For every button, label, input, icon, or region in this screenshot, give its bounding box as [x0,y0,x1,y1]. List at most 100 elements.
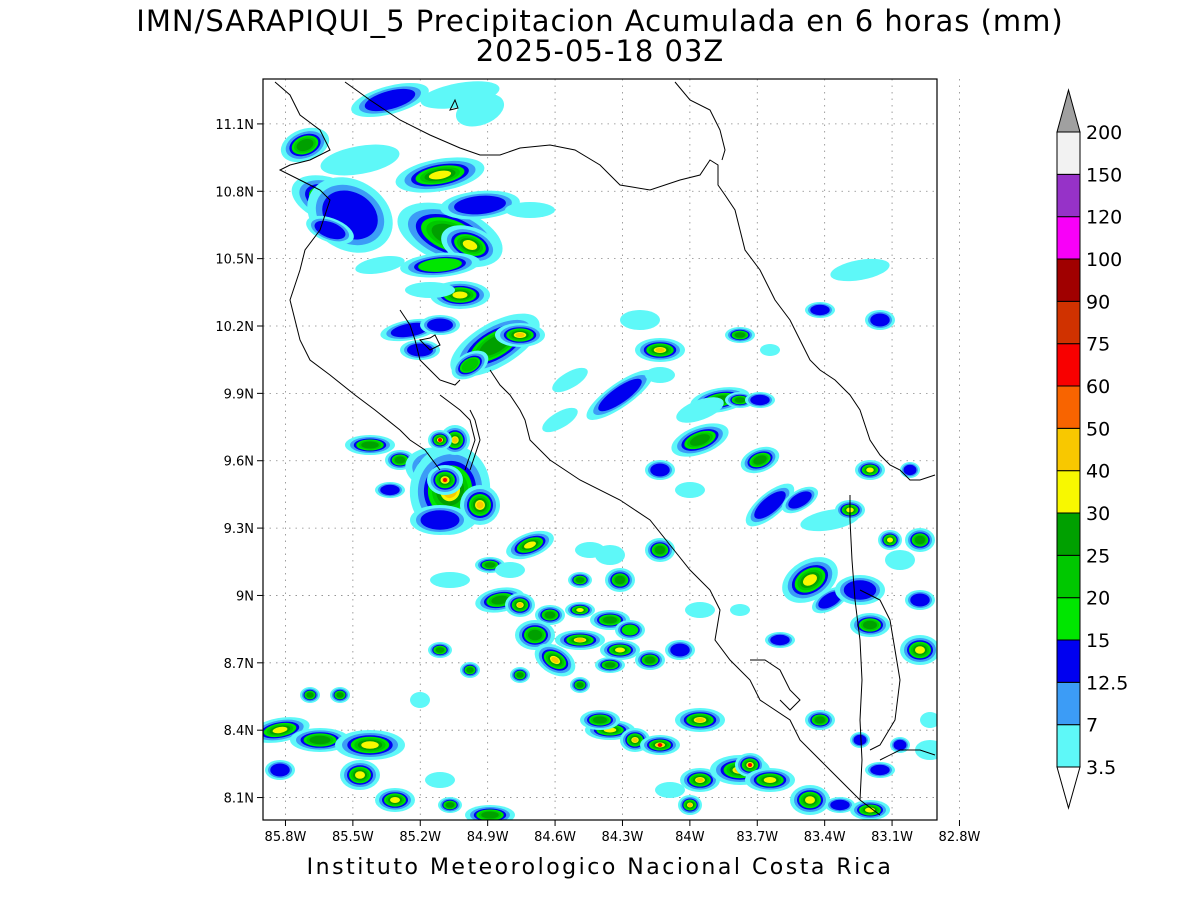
coastline [879,749,936,761]
rain-contour [461,358,479,372]
rain-contour [542,407,578,433]
rain-cell [506,530,554,560]
rain-contour [443,478,447,482]
colorbar-label: 30 [1086,503,1110,525]
colorbar-swatch [1056,131,1081,175]
colorbar-swatch [1056,639,1081,683]
rain-contour [863,620,877,630]
rain-contour [528,629,542,641]
footer-credit: Instituto Meteorologico Nacional Costa R… [306,855,894,880]
colorbar-swatch [1056,681,1081,726]
rain-cell [635,650,665,670]
rain-contour [734,332,746,338]
rain-cell [825,797,855,813]
colorbar-label: 15 [1086,630,1110,652]
colorbar-label: 75 [1086,334,1110,356]
rain-contour [575,638,585,642]
rain-cell [420,315,460,335]
rain-cell [535,605,565,625]
colorbar-label: 100 [1086,249,1122,271]
rain-cell [878,530,902,550]
rain-cell [495,323,545,347]
colorbar-label: 200 [1086,122,1122,144]
rain-cell [900,462,920,478]
rain-cell [595,545,625,565]
rain-cell [675,482,705,498]
rain-contour [515,332,525,338]
rain-contour [505,202,555,218]
rain-contour [495,562,525,578]
colorbar-swatch [1056,427,1081,472]
rain-cell [375,482,405,498]
rain-contour [915,740,937,760]
rain-cell [405,282,455,298]
rain-contour [361,741,379,749]
rain-cell [570,677,590,693]
rain-contour [734,397,746,403]
rain-cell [678,795,702,815]
colorbar-under-arrow [1056,766,1081,810]
rain-contour [910,593,930,607]
coastlines [274,81,936,816]
rain-contour [491,595,509,605]
colorbar-label: 7 [1086,715,1098,737]
lat-tick-label: 10.8N [215,185,254,200]
lat-tick-label: 8.7N [224,657,254,672]
rain-contour [320,144,400,176]
rain-contour [803,574,817,586]
rain-contour [695,717,705,723]
rain-contour [481,811,499,819]
rain-cell [920,712,937,728]
rain-contour [455,93,505,127]
coastline [859,589,901,751]
rain-cell [306,215,354,245]
rain-contour [394,456,406,464]
rain-cell [685,602,715,618]
rain-contour [805,796,815,804]
lon-tick-label: 85.2W [399,830,441,845]
rain-cell [330,687,350,703]
rain-contour [689,434,711,446]
rain-contour [887,537,893,543]
lon-tick-label: 82.8W [939,830,981,845]
rain-cell [355,256,405,274]
rain-contour [655,782,685,798]
rain-cell [425,772,455,788]
coastline [418,334,441,351]
rain-cell [890,737,910,753]
rain-contour [687,803,693,807]
rain-contour [644,656,656,664]
rain-cell [645,367,675,383]
rain-cell [428,430,452,450]
rain-cell [351,82,429,118]
rain-contour [870,764,890,776]
rain-contour [390,797,400,803]
rain-cell [552,367,588,393]
rain-contour [830,258,890,282]
coastline [489,369,881,816]
rain-contour [428,170,452,180]
rain-cell [510,667,530,683]
rain-cell [765,632,795,648]
rain-contour [544,611,556,619]
rain-cell [385,450,415,470]
rain-contour [655,347,665,353]
rain-contour [685,602,715,618]
rain-cell [600,640,640,660]
rain-contour [914,535,926,545]
rain-contour [361,441,379,449]
colorbar: 3.5 7 12.5 15 20 25 30 40 50 60 75 90 100 120 150 200 [1056,88,1128,810]
map-date: 2025-05-18 03Z [475,34,725,68]
rain-cell [280,127,330,163]
rain-cell [620,310,660,330]
rain-contour [517,602,523,608]
rain-cell [640,735,680,755]
rain-cell [735,753,765,777]
coastline [399,309,461,386]
rain-cell [580,710,620,730]
colorbar-label: 120 [1086,207,1122,229]
rain-cell [676,397,724,423]
rain-cell [565,602,595,618]
map-frame [262,78,938,821]
